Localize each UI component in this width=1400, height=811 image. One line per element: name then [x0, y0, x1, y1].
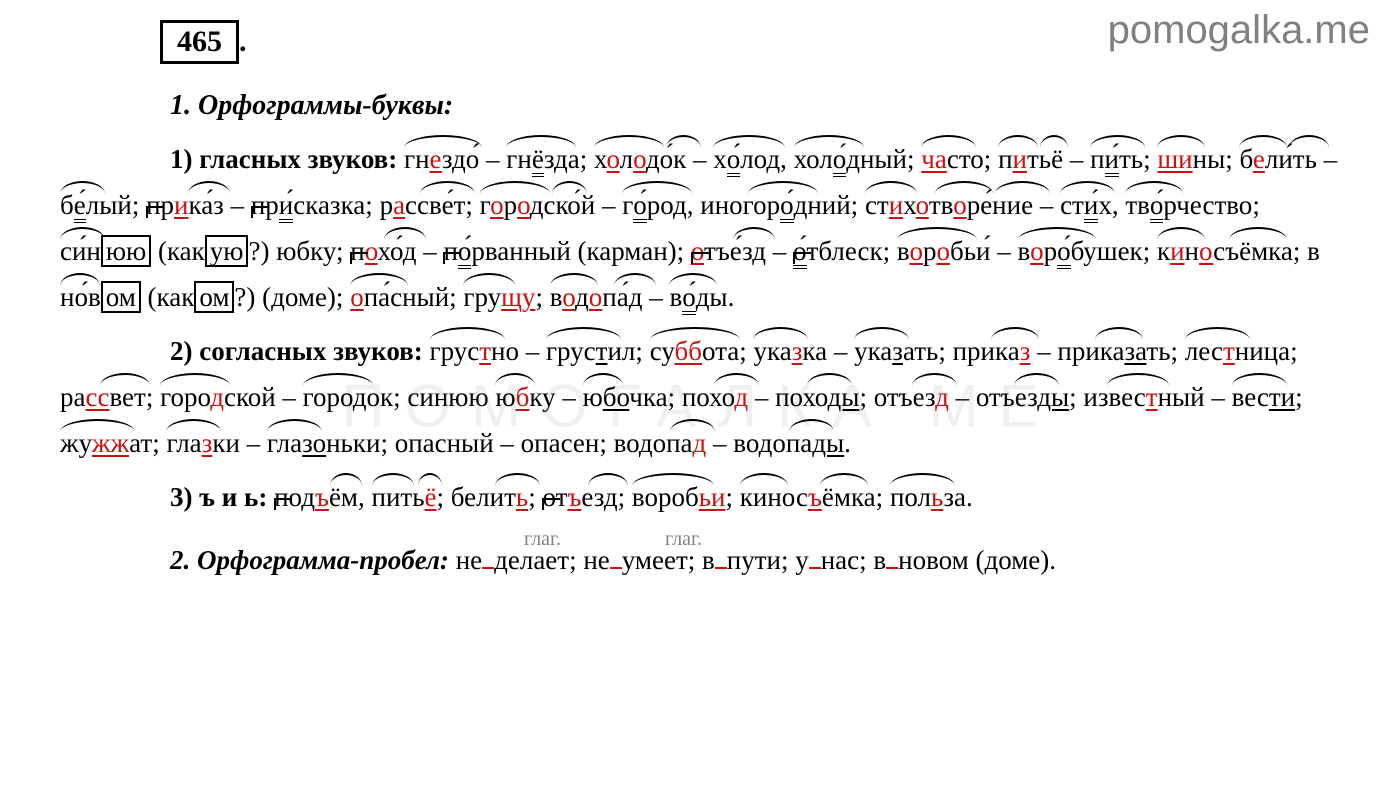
word: известный — [1083, 374, 1204, 420]
word: холо́дный — [794, 136, 907, 182]
word: городок — [303, 374, 394, 420]
word: походы — [775, 374, 859, 420]
subsection-signs: 3) ъ и ь: подъём, питьё; белить; отъезд;… — [60, 474, 1350, 520]
word: грустно — [430, 328, 519, 374]
word: опа́сный — [350, 274, 449, 320]
word: иногоро́дний — [700, 182, 850, 228]
subsection-consonants: 2) согласных звуков: грустно – грустил; … — [60, 328, 1350, 466]
word: указка — [753, 328, 827, 374]
word: белить — [451, 474, 528, 520]
word: польза — [890, 474, 966, 520]
watermark-top: pomogalka.me — [1108, 8, 1370, 53]
word: рассвет — [60, 374, 146, 420]
word: отъезды — [976, 374, 1069, 420]
word: о́тблеск — [793, 228, 883, 274]
section-1-title: 1. Орфограммы-буквы: — [170, 90, 1350, 122]
word: грущу — [463, 274, 535, 320]
space-orthogram — [809, 540, 821, 569]
word: но́вом — [60, 274, 141, 320]
word: пи́ть — [1090, 136, 1143, 182]
word: водопады — [733, 420, 844, 466]
word: отъе́зд — [691, 228, 766, 274]
word: городской — [160, 374, 276, 420]
word: вести — [1232, 374, 1295, 420]
subsection-vowels: 1) гласных звуков: гнездо́ – гнёзда; хол… — [60, 136, 1350, 320]
word: киносъёмка — [740, 474, 876, 520]
word: глазки — [166, 420, 239, 466]
space-orthogram — [482, 540, 494, 569]
word: воробьи́ — [897, 228, 991, 274]
word: бели́ть — [1239, 136, 1316, 182]
word: отъезд — [874, 374, 949, 420]
word: часто — [921, 136, 984, 182]
word: водопа́д — [550, 274, 643, 320]
word: прика́з — [146, 182, 224, 228]
word: лестница — [1185, 328, 1290, 374]
word: суббота — [650, 328, 740, 374]
section-2: 2. Орфограмма-пробел: неделает; неумеет;… — [60, 537, 1350, 583]
word: по́рванный — [443, 228, 570, 274]
word: приказать — [1057, 328, 1170, 374]
word: поход — [682, 374, 748, 420]
word: городско́й — [480, 182, 596, 228]
word: стихотворе́ние — [865, 182, 1033, 228]
word: указать — [854, 328, 938, 374]
word: питьё — [372, 474, 437, 520]
word: тво́рчество — [1125, 182, 1252, 228]
word: во́ды — [669, 274, 727, 320]
word: грустил — [546, 328, 635, 374]
word: питьё — [998, 136, 1063, 182]
word: си́нюю — [60, 228, 151, 274]
word: холодо́к — [594, 136, 686, 182]
space-orthogram — [715, 540, 727, 569]
word: рассве́т — [380, 182, 466, 228]
word: юбку — [495, 374, 555, 420]
word: жужжат — [60, 420, 152, 466]
word: киносъёмка — [1157, 228, 1293, 274]
consonants-lead: 2) согласных звуков: — [170, 336, 423, 366]
vowels-lead: 1) гласных звуков: — [170, 144, 397, 174]
word: сти́х — [1060, 182, 1112, 228]
word: юбочка — [583, 374, 668, 420]
space-orthogram — [886, 540, 898, 569]
word: подъём — [274, 474, 358, 520]
word: при́сказка — [251, 182, 365, 228]
word: воробьи — [632, 474, 726, 520]
word: отъезд — [542, 474, 617, 520]
word: бе́лый — [60, 182, 132, 228]
word: гнёзда — [506, 136, 579, 182]
word: похо́д — [350, 228, 416, 274]
word: приказ — [953, 328, 1031, 374]
word: воро́бушек — [1018, 228, 1143, 274]
word: шины — [1157, 136, 1225, 182]
signs-lead: 3) ъ и ь: — [170, 482, 267, 512]
exercise-number: 465 — [160, 20, 239, 64]
space-orthogram — [610, 540, 622, 569]
exercise-page: pomogalka.me ПОМОГАЛКА МЕ 465. 1. Орфогр… — [0, 0, 1400, 811]
word: хо́лод — [713, 136, 780, 182]
word: гнездо́ — [404, 136, 479, 182]
word: го́род — [622, 182, 687, 228]
word: водопад — [614, 420, 707, 466]
section-2-title: 2. Орфограмма-пробел: — [170, 545, 449, 575]
exercise-number-dot: . — [239, 25, 247, 58]
word: глазоньки — [267, 420, 381, 466]
